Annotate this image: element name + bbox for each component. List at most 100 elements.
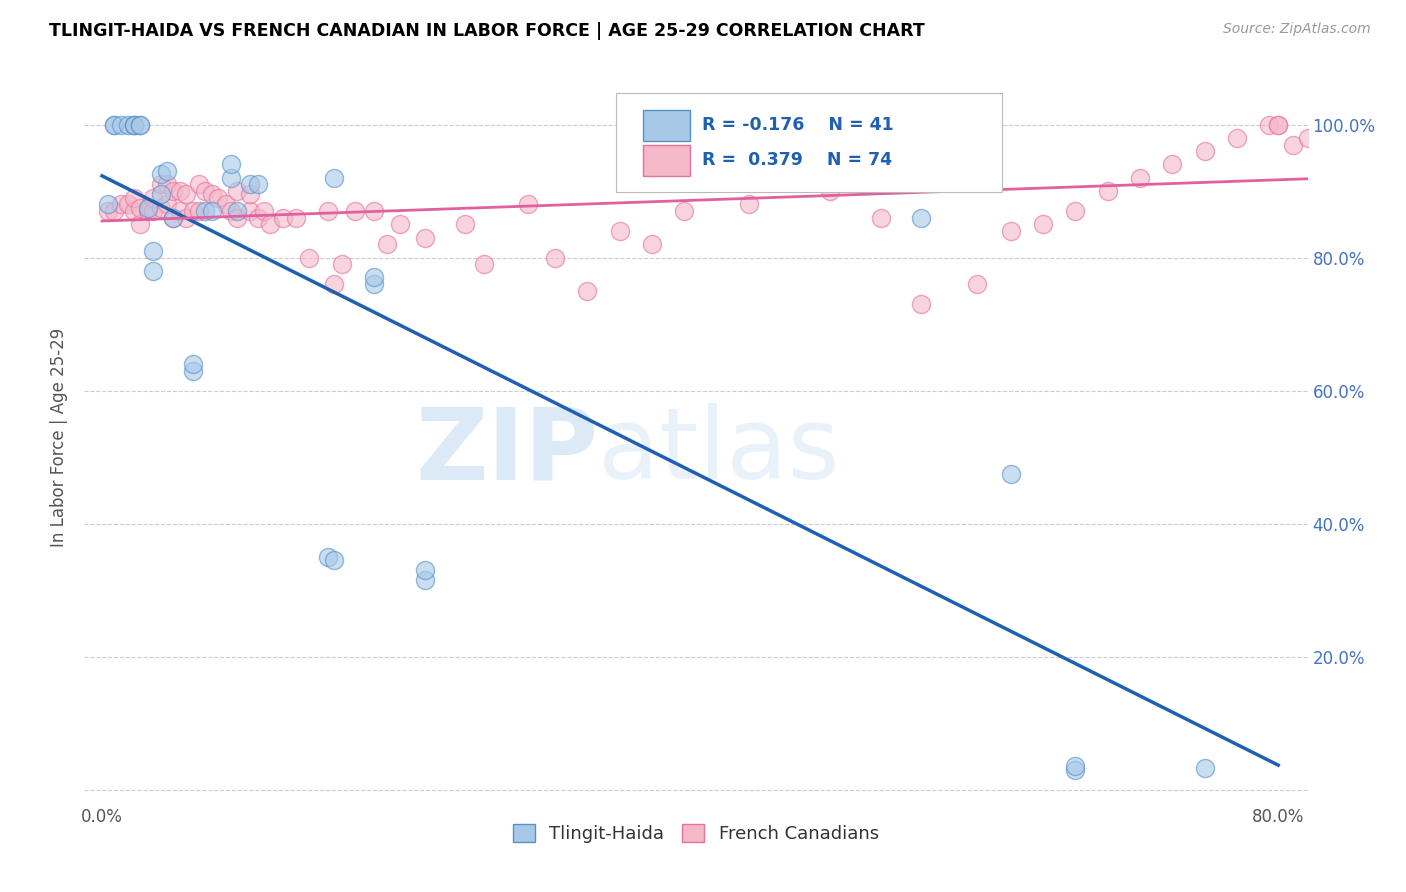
Point: [124, 204, 146, 219]
Point: [226, 184, 249, 198]
Point: [454, 217, 477, 231]
Point: [259, 217, 281, 231]
Point: [330, 257, 353, 271]
Point: [174, 211, 197, 225]
Point: [117, 118, 139, 132]
Point: [156, 178, 179, 192]
Point: [162, 184, 184, 198]
Point: [738, 197, 761, 211]
Point: [1000, 467, 1022, 481]
Point: [517, 197, 540, 211]
Point: [214, 197, 236, 211]
Point: [124, 118, 146, 132]
Point: [97, 197, 120, 211]
Point: [318, 204, 340, 219]
Point: [246, 211, 269, 225]
Point: [1161, 157, 1184, 171]
Point: [343, 204, 366, 219]
Point: [221, 204, 243, 219]
Point: [129, 217, 152, 231]
Point: [910, 211, 932, 225]
Point: [375, 237, 398, 252]
Point: [363, 270, 385, 285]
Point: [149, 187, 172, 202]
Point: [221, 157, 243, 171]
Point: [253, 204, 276, 219]
Point: [389, 217, 412, 231]
Point: [129, 201, 152, 215]
Point: [124, 118, 146, 132]
Point: [239, 178, 262, 192]
Point: [1296, 131, 1319, 145]
Point: [226, 211, 249, 225]
Point: [1326, 124, 1348, 138]
Point: [285, 211, 308, 225]
FancyBboxPatch shape: [644, 110, 690, 141]
Point: [201, 187, 224, 202]
Point: [162, 211, 184, 225]
Point: [1032, 217, 1054, 231]
Point: [609, 224, 631, 238]
Point: [142, 204, 165, 219]
Point: [910, 297, 932, 311]
FancyBboxPatch shape: [644, 145, 690, 176]
Point: [181, 357, 204, 371]
Point: [1064, 759, 1087, 773]
Point: [472, 257, 495, 271]
Point: [201, 204, 224, 219]
Point: [169, 184, 191, 198]
Point: [162, 211, 184, 225]
Y-axis label: In Labor Force | Age 25-29: In Labor Force | Age 25-29: [51, 327, 69, 547]
Point: [966, 277, 988, 292]
Text: ZIP: ZIP: [415, 403, 598, 500]
Point: [156, 197, 179, 211]
Point: [239, 187, 262, 202]
Text: TLINGIT-HAIDA VS FRENCH CANADIAN IN LABOR FORCE | AGE 25-29 CORRELATION CHART: TLINGIT-HAIDA VS FRENCH CANADIAN IN LABO…: [49, 22, 925, 40]
Point: [188, 178, 211, 192]
Point: [298, 251, 321, 265]
Point: [323, 553, 346, 567]
FancyBboxPatch shape: [616, 94, 1002, 192]
Point: [188, 204, 211, 219]
Point: [136, 204, 159, 219]
Point: [323, 170, 346, 185]
Point: [323, 277, 346, 292]
Point: [1267, 118, 1289, 132]
Point: [181, 204, 204, 219]
Point: [124, 191, 146, 205]
Point: [124, 118, 146, 132]
Point: [1064, 204, 1087, 219]
Point: [149, 168, 172, 182]
Point: [174, 187, 197, 202]
Text: atlas: atlas: [598, 403, 839, 500]
Point: [1282, 137, 1305, 152]
Point: [363, 204, 385, 219]
Point: [194, 184, 217, 198]
Point: [142, 244, 165, 258]
Legend: Tlingit-Haida, French Canadians: Tlingit-Haida, French Canadians: [508, 819, 884, 848]
Point: [1097, 184, 1119, 198]
Point: [142, 191, 165, 205]
Point: [142, 264, 165, 278]
Point: [1064, 763, 1087, 777]
Point: [673, 204, 696, 219]
Text: R = -0.176    N = 41: R = -0.176 N = 41: [702, 116, 894, 134]
Point: [103, 118, 125, 132]
Point: [136, 201, 159, 215]
Point: [194, 204, 217, 219]
Point: [271, 211, 294, 225]
Point: [415, 563, 437, 577]
Point: [246, 178, 269, 192]
Point: [544, 251, 567, 265]
Point: [221, 170, 243, 185]
Point: [363, 277, 385, 292]
Point: [318, 549, 340, 564]
Point: [129, 118, 152, 132]
Point: [97, 204, 120, 219]
Point: [103, 204, 125, 219]
Point: [1267, 118, 1289, 132]
Point: [103, 118, 125, 132]
Point: [1129, 170, 1152, 185]
Point: [641, 237, 664, 252]
Point: [117, 197, 139, 211]
